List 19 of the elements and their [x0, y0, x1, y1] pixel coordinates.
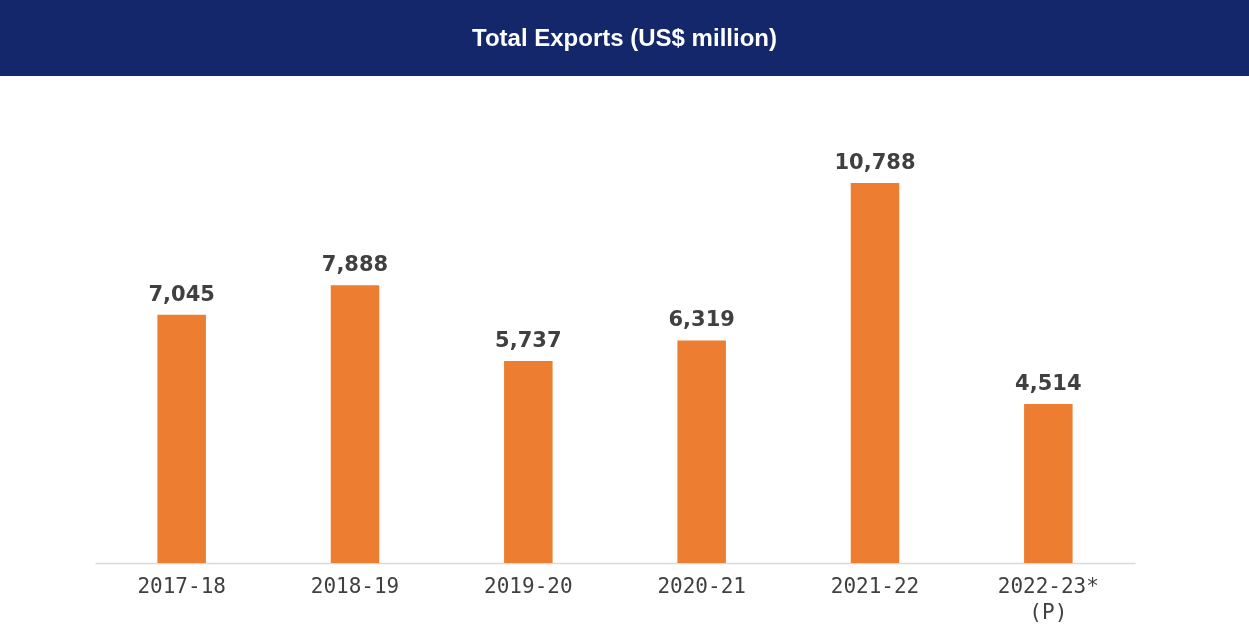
bar [330, 285, 380, 563]
data-label: 10,788 [834, 150, 916, 174]
data-label: 4,514 [1015, 371, 1082, 395]
data-label: 7,888 [321, 252, 389, 277]
data-label: 6,319 [668, 307, 735, 332]
x-tick-label: 2017-18 [137, 573, 226, 598]
bar [850, 183, 900, 563]
data-label: 7,045 [148, 281, 215, 306]
data-label: 5,737 [495, 327, 562, 352]
x-tick-label: 2019-20 [484, 573, 573, 598]
x-tick-label: 2020-21 [657, 573, 746, 598]
x-tick-label: 2018-19 [310, 573, 400, 598]
bar [677, 340, 726, 563]
bar [504, 360, 553, 563]
chart-title: Total Exports (US$ million) [0, 0, 1249, 76]
bar [157, 314, 206, 563]
x-tick-label: 2022-23* (P) [997, 573, 1099, 624]
bar [1024, 404, 1073, 563]
x-tick-label: 2021-22 [830, 573, 920, 598]
